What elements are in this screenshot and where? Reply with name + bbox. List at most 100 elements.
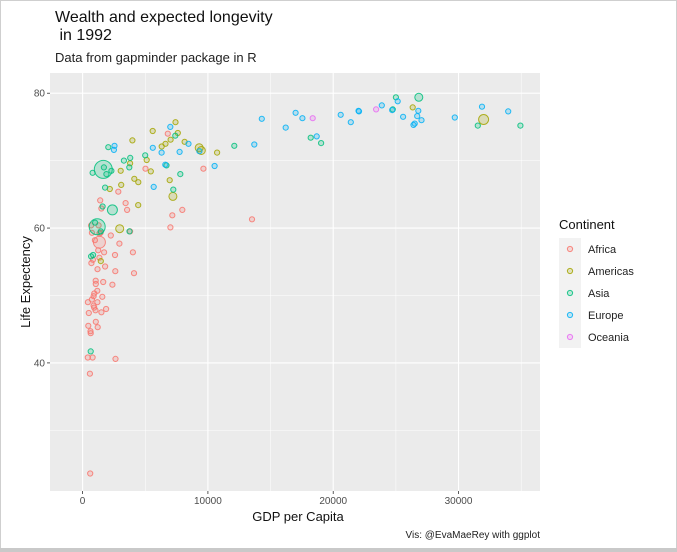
point-europe [149,144,156,151]
point-asia [93,159,113,179]
point-asia [126,228,133,235]
point-asia [103,171,110,178]
point-africa [130,270,138,277]
point-africa [88,260,95,267]
point-europe [258,115,265,122]
legend: Continent Africa Americas Asia Europe Oceani… [559,217,634,348]
point-europe [176,148,183,155]
point-africa [85,322,92,329]
point-africa [90,293,97,300]
point-asia [106,204,118,216]
point-africa [142,165,149,172]
point-africa [124,206,131,213]
point-asia [88,218,106,236]
point-asia [89,169,96,176]
point-asia [127,154,134,161]
point-asia [100,164,108,171]
point-asia [105,144,112,151]
point-americas [97,258,104,265]
point-americas [129,137,136,144]
x-tick-label: 20000 [319,496,347,507]
point-americas [135,179,142,186]
point-africa [103,305,110,313]
point-europe [282,124,289,131]
point-asia [97,228,104,235]
point-asia [126,164,133,171]
point-africa [129,249,136,256]
legend-swatch-americas [566,267,574,275]
point-americas [135,202,142,209]
point-americas [118,181,125,188]
y-tick-label: 60 [34,224,46,235]
point-americas [115,224,125,234]
point-europe [162,161,169,168]
point-europe [418,117,425,124]
point-europe [347,119,354,126]
point-asia [307,134,314,141]
point-europe [313,133,320,140]
data-points [84,92,524,477]
point-asia [108,167,115,174]
point-africa [98,309,105,316]
legend-swatch-asia [566,289,574,297]
legend-key-box [559,238,581,260]
point-americas [167,136,174,143]
chart-title-line-1: Wealth and expected longevity [55,9,273,26]
point-africa [91,237,99,244]
point-europe [211,162,218,170]
point-africa [200,165,207,172]
point-africa [107,232,114,239]
point-europe [158,149,165,156]
point-asia [88,253,95,260]
point-europe [389,107,396,114]
point-europe [415,107,422,114]
point-americas [158,143,165,150]
y-axis: 40 60 80 [34,89,50,369]
legend-label-americas: Americas [588,266,634,278]
x-axis: 0 10000 20000 30000 [80,491,473,507]
point-americas [172,119,179,126]
point-asia [177,171,184,178]
point-asia [517,122,524,129]
point-americas [149,127,156,135]
point-oceania [309,115,316,122]
point-europe [292,109,299,116]
plot-panel [50,73,540,491]
point-europe [111,142,118,149]
grid-major [50,73,540,491]
point-africa [111,251,119,259]
chart-title: Wealth and expected longevity in 1992 [55,9,273,45]
point-africa [92,318,99,325]
point-africa [109,281,116,288]
point-africa [122,200,129,207]
point-europe [355,107,362,114]
legend-key-box [559,282,581,304]
point-europe [414,113,421,120]
point-europe [337,111,344,118]
point-europe [505,108,512,115]
point-africa [85,309,92,317]
point-africa [94,287,101,294]
point-americas [409,104,416,111]
point-africa [86,370,94,377]
point-africa [100,278,107,286]
point-americas [131,175,138,182]
point-africa [179,206,186,213]
point-europe [451,114,458,121]
chart-title-line-2: in 1992 [55,27,112,44]
point-africa [115,188,122,195]
point-africa [84,299,92,306]
point-africa [164,130,171,137]
point-asia [414,92,424,102]
point-africa [92,307,99,314]
point-europe [251,141,258,148]
point-africa [89,354,96,361]
legend-swatch-europe [566,311,574,319]
point-americas [168,191,178,201]
point-oceania [373,106,380,113]
point-asia [318,140,325,147]
point-europe [394,98,401,105]
point-africa [112,268,119,275]
point-africa [99,293,106,300]
